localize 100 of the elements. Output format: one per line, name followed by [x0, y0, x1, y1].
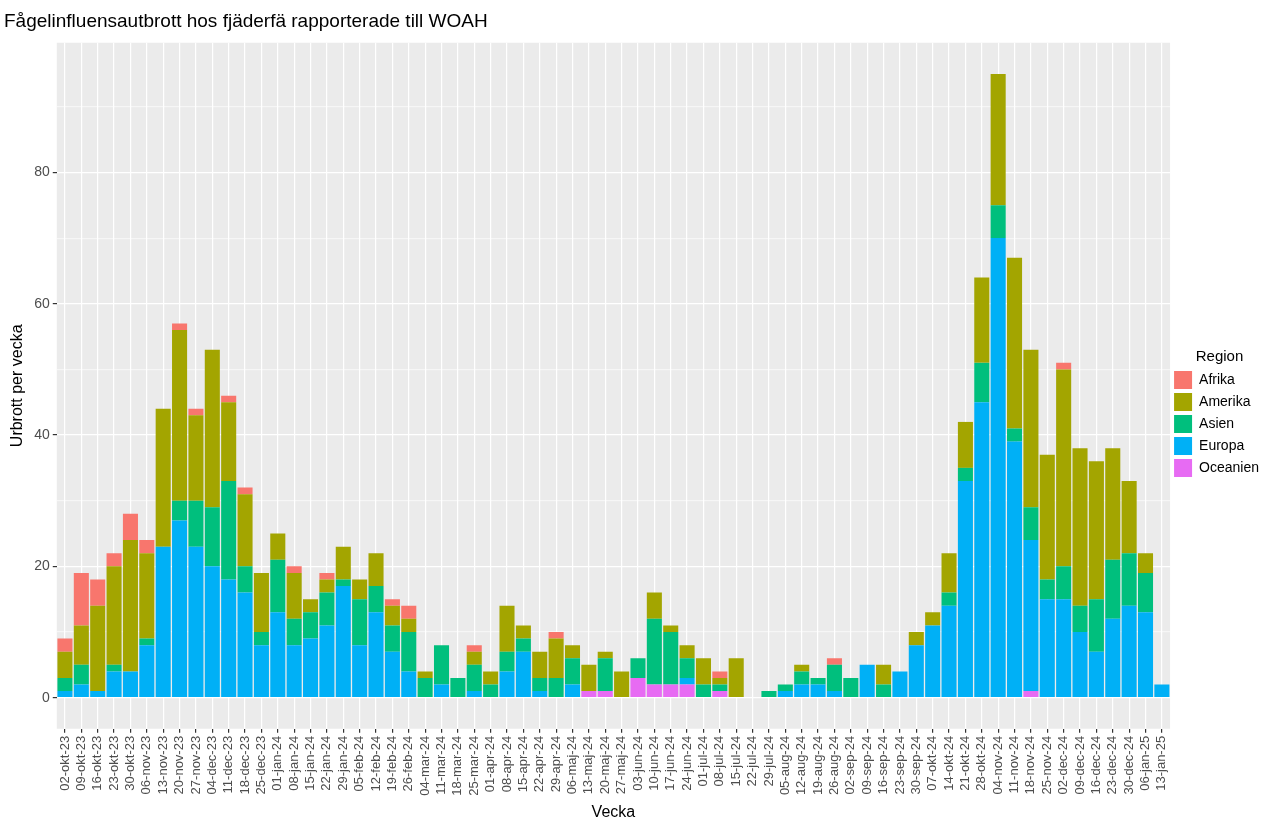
- legend-title: Region: [1195, 346, 1244, 364]
- x-tick-label: 08-jan-24: [285, 735, 301, 791]
- x-tick-label: 29-jul-24: [760, 735, 776, 787]
- bar: [892, 671, 908, 698]
- bar: [646, 592, 662, 619]
- bar: [1007, 428, 1023, 442]
- bar: [908, 632, 924, 646]
- x-tick-label: 06-maj-24: [564, 735, 580, 795]
- legend-label: Amerika: [1199, 392, 1251, 409]
- bar: [532, 677, 548, 692]
- bar: [712, 691, 728, 698]
- x-tick-label: 28-okt-24: [973, 735, 989, 791]
- x-tick-label: 15-jul-24: [727, 735, 743, 787]
- x-tick-label: 05-aug-24: [776, 735, 792, 796]
- bar: [172, 323, 188, 331]
- x-tick-label: 01-jul-24: [695, 735, 711, 787]
- bar: [221, 395, 237, 403]
- bar: [335, 579, 351, 587]
- bar: [663, 625, 679, 632]
- bar: [581, 691, 597, 698]
- x-tick-label: 04-nov-24: [989, 735, 1005, 795]
- bar: [794, 664, 810, 672]
- bar: [483, 671, 499, 685]
- x-tick-label: 19-aug-24: [809, 735, 825, 796]
- y-tick-label: 40: [34, 425, 50, 442]
- bar: [384, 599, 400, 606]
- x-tick-label: 06-nov-23: [138, 735, 154, 795]
- bar: [826, 658, 842, 665]
- bar: [139, 540, 155, 554]
- bar: [433, 684, 450, 698]
- bar: [73, 664, 89, 685]
- legend-label: Oceanien: [1199, 458, 1260, 475]
- bar: [876, 664, 892, 685]
- bar: [253, 632, 269, 646]
- y-tick-label: 60: [34, 294, 50, 311]
- bar: [466, 651, 482, 665]
- legend-label: Europa: [1199, 436, 1245, 453]
- x-tick-label: 07-okt-24: [924, 735, 940, 791]
- bar: [597, 691, 613, 698]
- bar: [925, 612, 941, 626]
- x-tick-label: 01-jan-24: [269, 735, 285, 791]
- x-tick-label: 04-dec-23: [203, 735, 219, 795]
- x-tick-label: 05-feb-24: [351, 735, 367, 792]
- y-axis-title: Urbrott per vecka: [8, 324, 26, 448]
- bar: [974, 277, 990, 363]
- bar: [401, 605, 417, 619]
- bar: [319, 579, 335, 593]
- bar: [679, 684, 695, 698]
- bar: [712, 671, 728, 678]
- x-tick-label: 08-jul-24: [711, 735, 727, 787]
- bar: [466, 645, 482, 652]
- x-tick-label: 30-okt-23: [122, 735, 138, 791]
- x-tick-label: 14-okt-24: [940, 735, 956, 791]
- x-tick-label: 11-dec-23: [220, 735, 236, 794]
- bar: [957, 421, 973, 468]
- x-tick-label: 13-nov-23: [154, 735, 170, 795]
- bar: [532, 651, 548, 678]
- x-tick-label: 02-sep-24: [842, 735, 858, 795]
- x-tick-label: 11-nov-24: [1006, 735, 1022, 794]
- bar: [859, 664, 875, 698]
- x-tick-label: 15-apr-24: [514, 735, 530, 793]
- x-tick-label: 16-dec-24: [1087, 735, 1103, 795]
- x-tick-label: 15-jan-24: [302, 735, 318, 791]
- x-tick-label: 13-maj-24: [580, 735, 596, 795]
- bar: [286, 566, 302, 573]
- x-tick-label: 02-okt-23: [56, 735, 72, 791]
- x-tick-label: 25-mar-24: [465, 735, 481, 796]
- bar: [237, 566, 253, 593]
- x-tick-label: 21-okt-24: [957, 735, 972, 791]
- bar: [614, 671, 630, 698]
- bar: [777, 684, 793, 692]
- x-tick-label: 29-apr-24: [547, 735, 563, 793]
- y-tick-label: 0: [41, 688, 50, 705]
- bar: [1056, 362, 1072, 370]
- x-tick-label: 13-jan-25: [1153, 735, 1169, 791]
- x-tick-label: 18-dec-23: [236, 735, 252, 795]
- bar: [1023, 507, 1039, 541]
- x-tick-label: 22-apr-24: [531, 735, 547, 793]
- legend-label: Afrika: [1199, 370, 1236, 387]
- bar: [122, 513, 138, 541]
- x-tick-label: 22-jul-24: [744, 735, 760, 787]
- bar: [57, 691, 73, 698]
- bar: [597, 658, 613, 692]
- x-tick-label: 12-feb-24: [367, 735, 383, 792]
- y-tick-label: 80: [34, 163, 50, 180]
- x-tick-label: 25-dec-23: [253, 735, 268, 795]
- x-tick-label: 03-jun-24: [629, 735, 645, 791]
- bar: [270, 559, 286, 613]
- bar: [597, 651, 613, 659]
- legend-label: Asien: [1199, 414, 1235, 431]
- chart-title: Fågelinfluensautbrott hos fjäderfä rapporterade till WOAH: [4, 9, 488, 31]
- x-tick-label: 18-mar-24: [449, 735, 465, 796]
- bar: [237, 487, 253, 495]
- x-tick-label: 26-feb-24: [400, 735, 416, 792]
- x-tick-label: 20-nov-23: [171, 735, 187, 795]
- x-tick-label: 23-dec-24: [1104, 735, 1120, 795]
- x-tick-label: 23-sep-24: [891, 735, 907, 795]
- bar: [106, 553, 122, 567]
- bar: [319, 572, 335, 580]
- x-tick-label: 16-okt-23: [89, 735, 105, 791]
